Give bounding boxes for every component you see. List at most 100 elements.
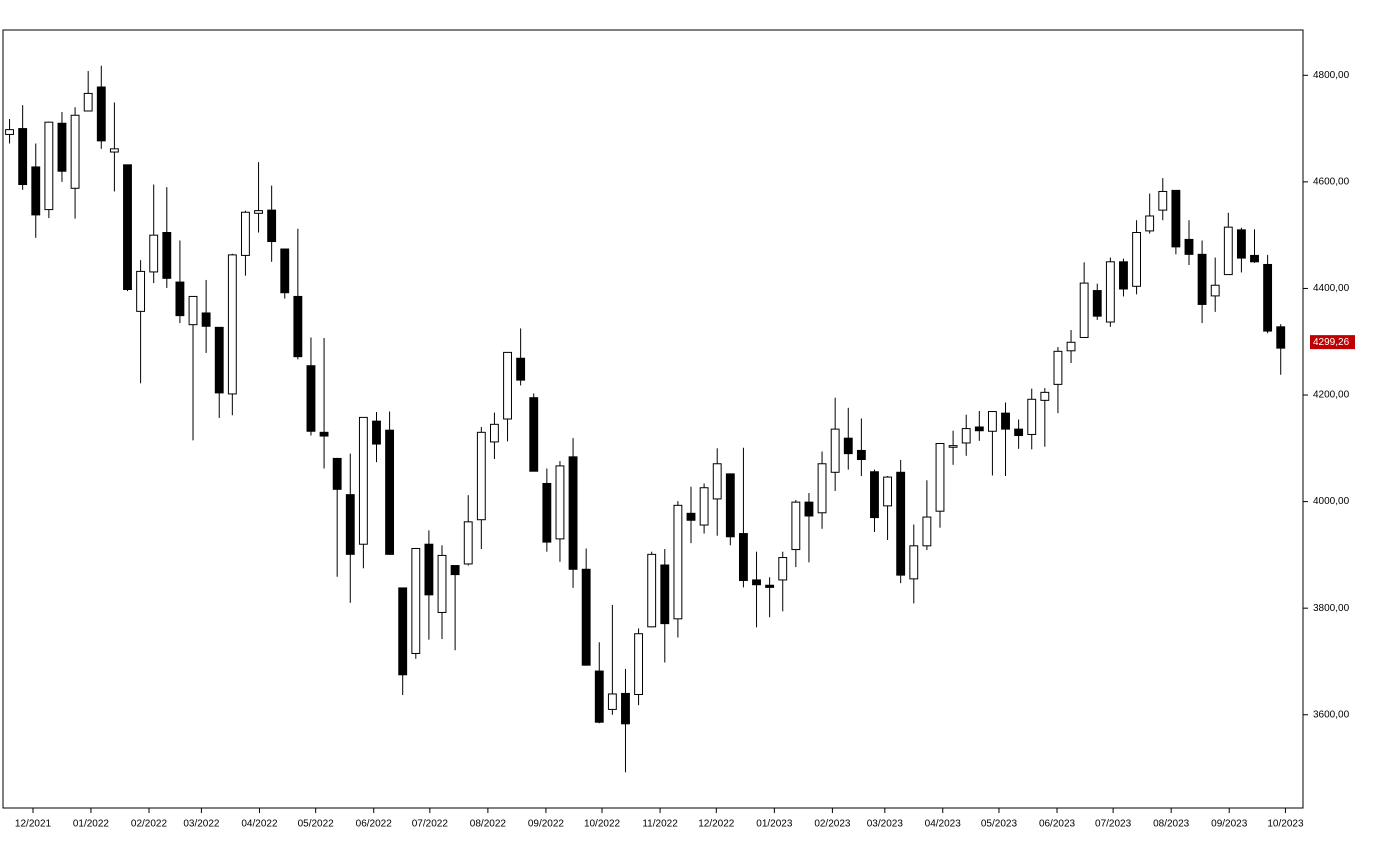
y-tick-label: 4200,00 bbox=[1313, 390, 1350, 401]
candle-body bbox=[699, 487, 709, 526]
candle-body bbox=[529, 397, 539, 472]
x-tick-label: 12/2022 bbox=[698, 819, 735, 830]
candle-body bbox=[673, 504, 683, 620]
candle-body bbox=[188, 295, 198, 326]
candle-body bbox=[778, 557, 788, 581]
candle-body bbox=[1119, 261, 1128, 290]
last-price-box bbox=[1310, 335, 1355, 350]
candle-body bbox=[1040, 391, 1050, 401]
x-tick-label: 05/2023 bbox=[981, 819, 1018, 830]
candle-body bbox=[712, 463, 722, 500]
candle-body bbox=[424, 543, 434, 596]
x-tick-label: 11/2022 bbox=[642, 819, 678, 830]
candle-body bbox=[1184, 238, 1194, 255]
candle-body bbox=[476, 431, 486, 521]
x-tick-label: 09/2023 bbox=[1211, 819, 1248, 830]
candle-body bbox=[280, 248, 290, 294]
candle-body bbox=[1276, 326, 1286, 349]
candle-body bbox=[162, 231, 172, 279]
candle-body bbox=[175, 281, 185, 317]
candle-body bbox=[123, 164, 132, 291]
x-tick-label: 04/2022 bbox=[241, 819, 278, 830]
x-tick-label: 09/2022 bbox=[528, 819, 565, 830]
candle-body bbox=[463, 521, 473, 565]
candle-body bbox=[765, 584, 775, 588]
candle-body bbox=[1236, 229, 1246, 259]
candle-body bbox=[1171, 189, 1181, 248]
candle-body bbox=[254, 210, 263, 214]
candle-body bbox=[1053, 350, 1063, 385]
candle-body bbox=[1158, 190, 1168, 211]
candle-body bbox=[594, 670, 604, 723]
x-tick-label: 01/2022 bbox=[73, 819, 110, 830]
candle-body bbox=[1145, 215, 1155, 232]
candle-body bbox=[686, 512, 696, 521]
candle-body bbox=[437, 554, 447, 613]
candle-body bbox=[1001, 412, 1010, 430]
candle-body bbox=[1105, 261, 1115, 323]
candle-body bbox=[44, 121, 54, 211]
candle-body bbox=[948, 445, 958, 448]
x-tick-label: 10/2023 bbox=[1267, 819, 1304, 830]
candle-body bbox=[987, 411, 997, 432]
candle-body bbox=[149, 234, 159, 273]
candle-body bbox=[1197, 253, 1207, 305]
candle-body bbox=[896, 471, 906, 576]
candle-body bbox=[1132, 231, 1141, 287]
candle-body bbox=[830, 428, 840, 473]
last-price-label: 4299,26 bbox=[1313, 337, 1350, 348]
candle-body bbox=[1014, 428, 1024, 437]
candle-body bbox=[31, 166, 41, 216]
candle-body bbox=[450, 565, 460, 576]
candle-body bbox=[555, 465, 565, 540]
candle-body bbox=[385, 429, 395, 555]
candle-body bbox=[1250, 254, 1259, 263]
x-tick-label: 06/2022 bbox=[356, 819, 393, 830]
x-tick-label: 08/2022 bbox=[470, 819, 507, 830]
candle-body bbox=[227, 254, 237, 395]
candle-body bbox=[1223, 226, 1233, 276]
candle-body bbox=[503, 351, 512, 420]
candle-body bbox=[109, 148, 119, 153]
candle-body bbox=[398, 587, 408, 676]
candle-body bbox=[791, 501, 801, 551]
candle-body bbox=[1027, 398, 1037, 435]
x-tick-label: 12/2021 bbox=[15, 819, 52, 830]
y-tick-label: 3600,00 bbox=[1313, 709, 1350, 720]
candle-body bbox=[1079, 282, 1089, 338]
x-tick-label: 02/2022 bbox=[131, 819, 168, 830]
x-tick-label: 03/2022 bbox=[183, 819, 220, 830]
candle-body bbox=[5, 129, 14, 135]
candle-body bbox=[817, 463, 827, 514]
candle-body bbox=[634, 633, 644, 695]
candle-body bbox=[883, 476, 893, 507]
candle-body bbox=[345, 494, 355, 555]
candle-body bbox=[319, 431, 329, 437]
candle-body bbox=[18, 128, 28, 186]
x-tick-label: 07/2023 bbox=[1095, 819, 1132, 830]
x-tick-label: 04/2023 bbox=[925, 819, 962, 830]
candle-body bbox=[804, 501, 814, 517]
candle-body bbox=[516, 357, 526, 381]
candle-body bbox=[738, 533, 748, 581]
candle-body bbox=[293, 295, 303, 358]
candle-body bbox=[961, 428, 971, 444]
candle-body bbox=[725, 473, 735, 538]
y-tick-label: 4600,00 bbox=[1313, 177, 1350, 188]
candle-body bbox=[96, 86, 106, 142]
candle-body bbox=[660, 564, 670, 625]
y-tick-label: 3800,00 bbox=[1313, 603, 1350, 614]
candle-body bbox=[870, 471, 879, 519]
y-tick-label: 4800,00 bbox=[1313, 70, 1350, 81]
candle-body bbox=[909, 545, 919, 580]
candle-body bbox=[935, 443, 945, 512]
candle-body bbox=[241, 211, 250, 256]
x-tick-label: 02/2023 bbox=[814, 819, 851, 830]
x-tick-label: 01/2023 bbox=[756, 819, 793, 830]
candle-body bbox=[974, 426, 984, 432]
plot-frame bbox=[2, 29, 1304, 809]
candle-body bbox=[922, 516, 932, 547]
candle-body bbox=[856, 449, 866, 460]
